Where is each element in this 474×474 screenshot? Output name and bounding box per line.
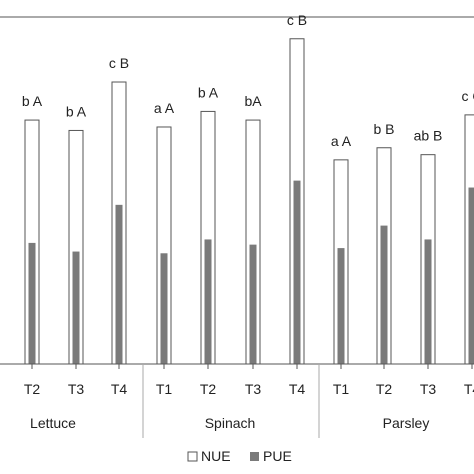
significance-label: b B — [373, 121, 394, 137]
x-tick-label: T4 — [464, 381, 474, 397]
group-label: Parsley — [383, 415, 430, 431]
legend-nue-label: NUE — [201, 448, 231, 464]
x-tick-label: T4 — [111, 381, 128, 397]
x-tick-label: T2 — [376, 381, 393, 397]
significance-label: a A — [331, 133, 352, 149]
group-label: Spinach — [205, 415, 256, 431]
pue-bar — [249, 244, 257, 364]
pue-bar — [204, 239, 212, 364]
significance-label: a A — [154, 100, 175, 116]
x-tick-label: T2 — [200, 381, 217, 397]
significance-label: b A — [22, 93, 43, 109]
pue-bar — [28, 242, 36, 364]
significance-label: b A — [198, 84, 219, 100]
x-tick-label: T2 — [24, 381, 41, 397]
pue-bar — [72, 251, 80, 364]
legend-nue-swatch — [187, 451, 198, 462]
legend: NUE PUE — [187, 448, 292, 464]
x-tick-label: T3 — [245, 381, 262, 397]
pue-bar — [337, 248, 345, 364]
x-tick-label: T1 — [156, 381, 173, 397]
pue-bar — [115, 204, 123, 364]
annotation-layer: b A b A c B a A b A bA c B a A b B ab B c C — [22, 12, 474, 149]
legend-pue-label: PUE — [263, 448, 292, 464]
pue-bar — [160, 253, 168, 364]
x-tick-label: T3 — [68, 381, 85, 397]
significance-label: c B — [287, 12, 307, 28]
pue-bar — [468, 187, 474, 364]
significance-label: c C — [462, 88, 474, 104]
bars-layer — [24, 38, 474, 365]
x-tick-label: T3 — [420, 381, 437, 397]
x-tick-label: T1 — [333, 381, 350, 397]
pue-bar — [293, 180, 301, 364]
significance-label: c B — [109, 55, 129, 71]
significance-label: b A — [66, 103, 87, 119]
x-tick-label: T4 — [289, 381, 306, 397]
pue-bar — [424, 239, 432, 364]
pue-bar — [380, 225, 388, 364]
significance-label: ab B — [414, 128, 443, 144]
x-axis: T2 T3 T4 T1 T2 T3 T4 T1 T2 T3 T4 Lettuce Spinach Pars… — [24, 364, 474, 438]
group-label: Lettuce — [30, 415, 76, 431]
significance-label: bA — [244, 93, 262, 109]
legend-pue-swatch — [250, 452, 259, 461]
